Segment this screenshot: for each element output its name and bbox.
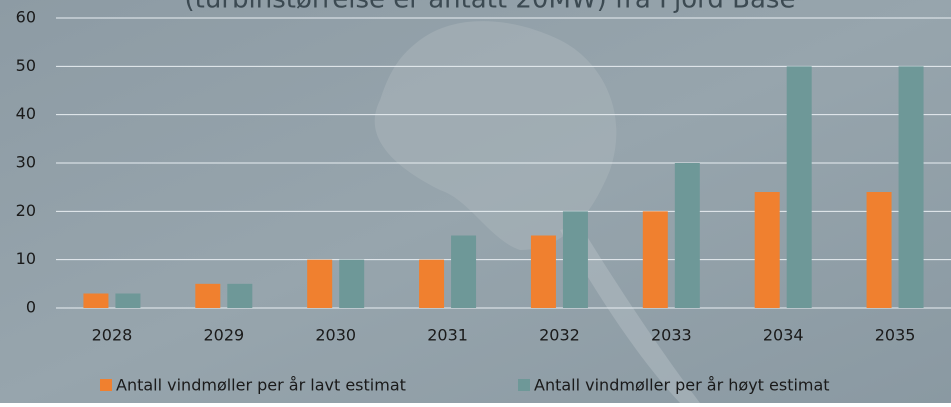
x-tick-label: 2030 xyxy=(315,326,356,345)
bar xyxy=(898,66,924,308)
bar xyxy=(562,211,588,308)
bar xyxy=(419,259,445,308)
y-tick-label: 30 xyxy=(16,153,36,172)
y-tick-label: 20 xyxy=(16,201,36,220)
legend-swatch xyxy=(518,379,530,391)
y-tick-label: 10 xyxy=(16,249,36,268)
y-tick-label: 40 xyxy=(16,104,36,123)
legend-label: Antall vindmøller per år høyt estimat xyxy=(534,376,830,395)
legend-label: Antall vindmøller per år lavt estimat xyxy=(116,376,406,395)
bar xyxy=(642,211,668,308)
x-tick-label: 2034 xyxy=(763,326,804,345)
bar xyxy=(195,283,221,308)
y-tick-label: 0 xyxy=(26,298,36,317)
x-tick-label: 2035 xyxy=(875,326,916,345)
legend-swatch xyxy=(100,379,112,391)
bar xyxy=(83,293,109,308)
x-tick-label: 2031 xyxy=(427,326,468,345)
bar xyxy=(227,283,253,308)
bar xyxy=(307,259,333,308)
bar xyxy=(866,192,892,308)
bar xyxy=(530,235,556,308)
x-tick-label: 2028 xyxy=(92,326,133,345)
x-tick-label: 2033 xyxy=(651,326,692,345)
bar xyxy=(674,163,700,308)
y-tick-label: 60 xyxy=(16,8,36,27)
causeway xyxy=(560,225,700,403)
y-tick-label: 50 xyxy=(16,56,36,75)
chart-title: (turbinstørrelse er antatt 20MW) fra Fjo… xyxy=(185,0,796,15)
island xyxy=(374,21,617,251)
bar xyxy=(115,293,141,308)
x-tick-label: 2032 xyxy=(539,326,580,345)
bar xyxy=(451,235,477,308)
legend: Antall vindmøller per år lavt estimat An… xyxy=(100,376,830,395)
bar xyxy=(339,259,365,308)
bar xyxy=(786,66,812,308)
x-tick-label: 2029 xyxy=(203,326,244,345)
bar xyxy=(754,192,780,308)
